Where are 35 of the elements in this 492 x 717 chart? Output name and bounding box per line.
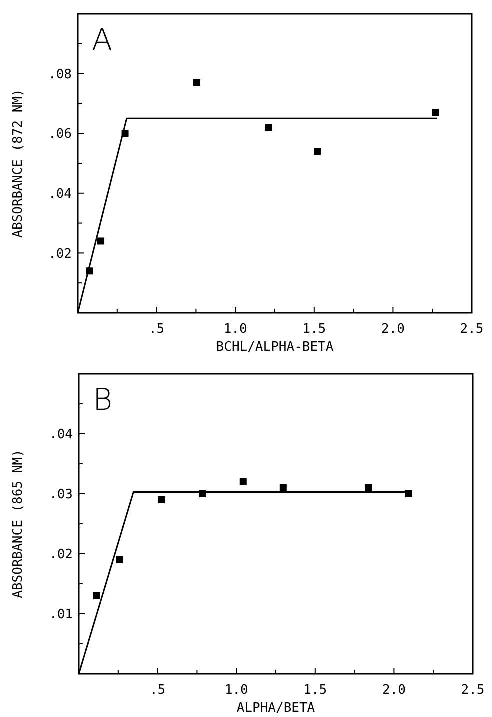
point	[314, 148, 322, 156]
x-tick-label: 2.0	[381, 322, 405, 337]
x-tick-label: 2.5	[461, 683, 485, 698]
x-tick-label: 1.5	[304, 683, 328, 698]
x-tick-label: 1.5	[302, 322, 326, 337]
point	[240, 478, 247, 486]
x-tick-label: .5	[150, 683, 166, 698]
x-axis-title: ALPHA/BETA	[236, 701, 316, 716]
point	[116, 556, 124, 564]
y-tick-label: .06	[48, 127, 72, 142]
y-tick-label: .04	[50, 428, 74, 443]
point	[280, 484, 287, 492]
y-tick-label: .02	[50, 548, 73, 563]
chart-title: B	[93, 383, 113, 418]
point	[93, 592, 100, 600]
y-tick-label: .01	[50, 608, 73, 623]
y-tick-label: .03	[50, 488, 73, 503]
point	[98, 238, 105, 245]
point	[193, 79, 200, 86]
chart-title: A	[92, 23, 113, 58]
x-tick-label: 1.0	[224, 683, 248, 698]
y-tick-label: .02	[48, 246, 72, 262]
point	[265, 124, 272, 132]
x-tick-label: 2.5	[460, 322, 484, 337]
y-axis-title: ABSORBANCE (872 NM)	[11, 89, 26, 238]
x-tick-label: 2.0	[382, 683, 406, 698]
point	[432, 109, 440, 116]
x-tick-label: .5	[148, 322, 165, 337]
y-tick-label: .04	[48, 186, 72, 202]
x-tick-label: 1.0	[224, 322, 248, 337]
y-tick-label: .08	[48, 67, 72, 82]
y-axis-title: ABSORBANCE (865 NM)	[11, 450, 26, 598]
point	[365, 484, 372, 492]
point	[158, 496, 166, 504]
x-axis-title: BCHL/ALPHA-BETA	[216, 340, 334, 355]
